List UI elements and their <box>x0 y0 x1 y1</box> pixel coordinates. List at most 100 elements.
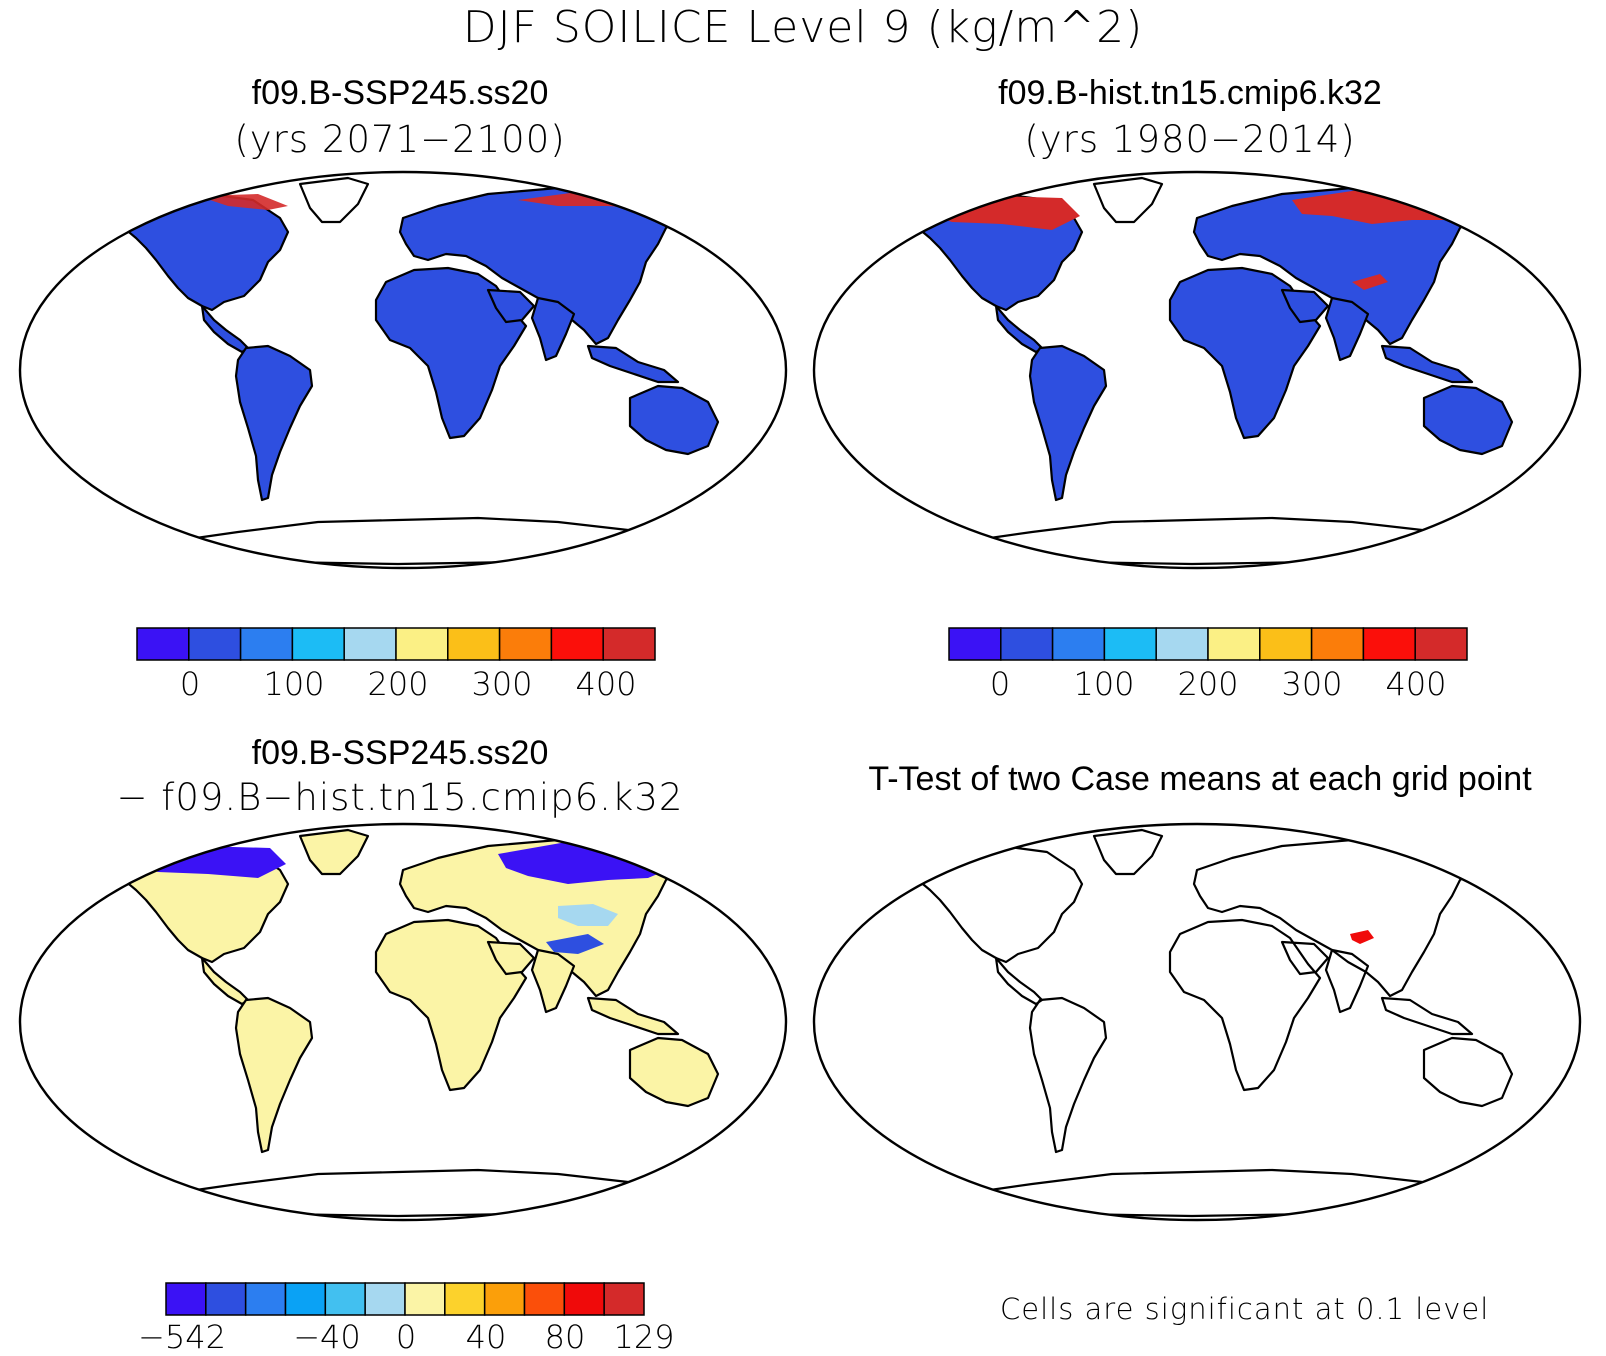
landmass-india <box>530 948 576 1014</box>
map-frame <box>18 822 788 1222</box>
map-frame <box>812 822 1582 1222</box>
landmass-africa <box>374 266 528 440</box>
colorbar-swatch <box>343 627 397 661</box>
map-2-content <box>905 176 1514 566</box>
panel3-subtitle: − f09.B−hist.tn15.cmip6.k32 <box>116 776 684 819</box>
negative-change-region <box>114 846 286 878</box>
colorbar-1-tick: 0 <box>179 665 201 703</box>
colorbar-panel-2 <box>948 627 1468 661</box>
colorbar-swatch <box>563 1282 605 1316</box>
landmass-seAsia <box>1380 344 1474 384</box>
colorbar-swatch <box>244 1282 287 1316</box>
map-panel-3 <box>18 822 788 1222</box>
landmass-southAmerica <box>234 996 314 1154</box>
colorbar-swatch <box>483 1282 526 1316</box>
landmass-centralAmerica <box>200 304 250 354</box>
colorbar-2-tick: 400 <box>1385 665 1447 703</box>
soil-ice-region <box>198 194 288 210</box>
colorbar-swatch <box>1414 627 1468 661</box>
panel2-title: f09.B-hist.tn15.cmip6.k32 <box>998 74 1382 112</box>
colorbar-swatch <box>948 627 1002 661</box>
colorbar-swatch <box>603 1282 645 1316</box>
colorbar-swatch <box>165 1282 207 1316</box>
landmass-africa <box>1168 266 1322 440</box>
colorbar-1-tick: 300 <box>471 665 533 703</box>
map-1-content <box>111 176 720 566</box>
landmass-northAmerica <box>111 192 290 312</box>
colorbar-swatch <box>1259 627 1313 661</box>
landmass-centralAmerica <box>994 304 1044 354</box>
colorbar-1-tick: 100 <box>263 665 325 703</box>
landmass-greenland <box>1092 176 1164 224</box>
landmass-southAmerica <box>1028 996 1108 1154</box>
landmass-africa <box>1168 918 1322 1092</box>
map-panel-4 <box>812 822 1582 1222</box>
landmass-greenland <box>298 176 370 224</box>
map-frame <box>812 170 1582 570</box>
colorbar-2-tick: 300 <box>1281 665 1343 703</box>
negative-change-region <box>558 904 618 926</box>
colorbar-swatch <box>1155 627 1209 661</box>
colorbar-swatch <box>1207 627 1261 661</box>
colorbar-swatch <box>550 627 604 661</box>
colorbar-swatch <box>1000 627 1054 661</box>
colorbar-swatch <box>324 1282 366 1316</box>
map-panel-2 <box>812 170 1582 570</box>
landmass-arabia <box>486 940 536 976</box>
landmass-europeAsia <box>1192 838 1482 998</box>
landmass-northAmerica <box>905 844 1084 964</box>
colorbar-panel-3 <box>165 1282 645 1316</box>
landmass-india <box>530 296 576 362</box>
colorbar-3-tick: 0 <box>395 1318 417 1356</box>
colorbar-3-tick: 129 <box>613 1318 675 1356</box>
colorbar-swatch <box>1310 627 1365 661</box>
colorbar-swatch <box>395 627 449 661</box>
landmass-australia <box>628 1036 720 1108</box>
colorbar-2-tick: 200 <box>1177 665 1239 703</box>
colorbar-swatch <box>447 627 501 661</box>
map-frame <box>18 170 788 570</box>
colorbar-swatch <box>1362 627 1416 661</box>
panel3-title: f09.B-SSP245.ss20 <box>251 734 549 772</box>
colorbar-1-tick: 200 <box>367 665 429 703</box>
landmass-greenland <box>1092 828 1164 876</box>
significant-cells <box>1350 930 1374 944</box>
colorbar-2-tick: 0 <box>989 665 1011 703</box>
panel4-title: T-Test of two Case means at each grid po… <box>868 760 1532 798</box>
colorbar-swatch <box>291 627 345 661</box>
landmass-seAsia <box>1380 996 1474 1036</box>
landmass-seAsia <box>586 344 680 384</box>
colorbar-3-tick: −542 <box>138 1318 226 1356</box>
colorbar-swatch <box>284 1282 327 1316</box>
colorbar-swatch <box>1103 627 1157 661</box>
negative-change-region <box>546 934 604 954</box>
landmass-arabia <box>1280 288 1330 324</box>
landmass-africa <box>374 918 528 1092</box>
landmass-southAmerica <box>1028 344 1108 502</box>
colorbar-swatch <box>444 1282 486 1316</box>
colorbar-1-tick: 400 <box>575 665 637 703</box>
colorbar-swatch <box>136 627 190 661</box>
landmass-arabia <box>1280 940 1330 976</box>
colorbar-swatch <box>523 1282 566 1316</box>
landmass-australia <box>1422 384 1514 456</box>
colorbar-swatch <box>1051 627 1106 661</box>
colorbar-swatch <box>239 627 294 661</box>
panel2-subtitle: (yrs 1980−2014) <box>1024 118 1356 161</box>
landmass-seAsia <box>586 996 680 1036</box>
landmass-australia <box>628 384 720 456</box>
colorbar-panel-1 <box>136 627 656 661</box>
significance-note: Cells are significant at 0.1 level <box>1000 1292 1490 1326</box>
figure-title: DJF SOILICE Level 9 (kg/m^2) <box>462 2 1144 53</box>
map-4-content <box>905 828 1514 1218</box>
landmass-india <box>1324 296 1370 362</box>
panel1-subtitle: (yrs 2071−2100) <box>234 118 566 161</box>
landmass-centralAmerica <box>200 956 250 1006</box>
colorbar-2-tick: 100 <box>1073 665 1135 703</box>
soil-ice-region <box>1352 274 1388 290</box>
colorbar-swatch <box>498 627 553 661</box>
landmass-centralAmerica <box>994 956 1044 1006</box>
landmass-arabia <box>486 288 536 324</box>
colorbar-swatch <box>602 627 656 661</box>
landmass-india <box>1324 948 1370 1014</box>
